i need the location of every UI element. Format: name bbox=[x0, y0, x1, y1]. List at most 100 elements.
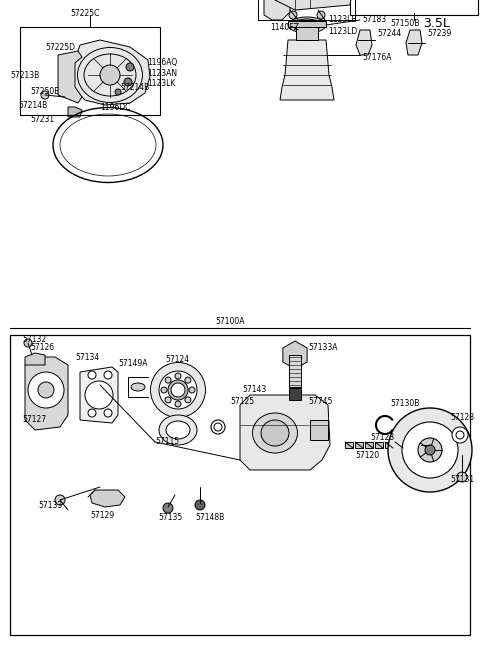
Ellipse shape bbox=[211, 420, 225, 434]
Text: 57213B: 57213B bbox=[10, 71, 39, 79]
Polygon shape bbox=[280, 40, 334, 100]
Text: 57214B: 57214B bbox=[18, 100, 47, 109]
Text: 57132: 57132 bbox=[22, 335, 46, 343]
Bar bbox=[310, 420, 328, 440]
Text: 57183: 57183 bbox=[362, 16, 386, 24]
Polygon shape bbox=[70, 40, 150, 105]
Circle shape bbox=[88, 371, 96, 379]
Circle shape bbox=[289, 11, 297, 19]
Circle shape bbox=[425, 445, 435, 455]
Polygon shape bbox=[385, 442, 393, 448]
Text: 57126: 57126 bbox=[30, 343, 54, 352]
Text: 1123LE: 1123LE bbox=[328, 16, 356, 24]
Text: 57250E: 57250E bbox=[30, 86, 59, 96]
Ellipse shape bbox=[166, 421, 190, 439]
Circle shape bbox=[189, 387, 195, 393]
Bar bbox=[289, 388, 301, 400]
Ellipse shape bbox=[252, 413, 298, 453]
Polygon shape bbox=[406, 30, 422, 55]
Circle shape bbox=[41, 91, 49, 99]
Ellipse shape bbox=[452, 427, 468, 443]
Circle shape bbox=[126, 63, 134, 71]
Text: 57135: 57135 bbox=[158, 512, 182, 521]
Polygon shape bbox=[58, 51, 82, 103]
Circle shape bbox=[214, 423, 222, 431]
Text: 57244: 57244 bbox=[377, 29, 401, 37]
Ellipse shape bbox=[131, 383, 145, 391]
Bar bbox=[289, 355, 301, 387]
Circle shape bbox=[195, 500, 205, 510]
Text: 3.5L: 3.5L bbox=[423, 17, 450, 30]
Text: 57149A: 57149A bbox=[118, 358, 147, 367]
Ellipse shape bbox=[159, 371, 197, 409]
Circle shape bbox=[115, 89, 121, 95]
Circle shape bbox=[88, 409, 96, 417]
Text: 57214B: 57214B bbox=[120, 83, 149, 92]
Text: 57125: 57125 bbox=[230, 398, 254, 407]
Text: 1140FZ: 1140FZ bbox=[270, 22, 299, 31]
Text: 57745: 57745 bbox=[308, 396, 332, 405]
Text: 57124: 57124 bbox=[165, 354, 189, 364]
Polygon shape bbox=[375, 442, 383, 448]
Text: 57120: 57120 bbox=[355, 451, 379, 460]
Circle shape bbox=[104, 371, 112, 379]
Ellipse shape bbox=[151, 362, 205, 417]
Text: 57133A: 57133A bbox=[308, 343, 337, 352]
Bar bbox=[350, 0, 478, 15]
Circle shape bbox=[55, 495, 65, 505]
Circle shape bbox=[165, 397, 171, 403]
Text: 57150B: 57150B bbox=[390, 18, 420, 28]
Circle shape bbox=[100, 65, 120, 85]
Circle shape bbox=[388, 408, 472, 492]
Text: 1196DC: 1196DC bbox=[100, 102, 131, 111]
Circle shape bbox=[85, 381, 113, 409]
Circle shape bbox=[161, 387, 167, 393]
Ellipse shape bbox=[168, 380, 188, 400]
Circle shape bbox=[104, 409, 112, 417]
Text: 1123LK: 1123LK bbox=[147, 79, 175, 88]
Circle shape bbox=[165, 377, 171, 383]
Bar bbox=[296, 25, 318, 40]
Ellipse shape bbox=[261, 420, 289, 446]
Text: 57123: 57123 bbox=[370, 432, 394, 441]
Text: 57130B: 57130B bbox=[390, 398, 420, 407]
Polygon shape bbox=[395, 442, 403, 448]
Text: 57148B: 57148B bbox=[195, 512, 224, 521]
Circle shape bbox=[175, 373, 181, 379]
Circle shape bbox=[317, 11, 325, 19]
Text: 57115: 57115 bbox=[155, 438, 179, 447]
Text: 57134: 57134 bbox=[75, 352, 99, 362]
Circle shape bbox=[28, 372, 64, 408]
Polygon shape bbox=[283, 341, 307, 369]
Text: 1123LD: 1123LD bbox=[328, 28, 357, 37]
Text: 57225C: 57225C bbox=[70, 9, 99, 18]
Bar bbox=[288, 21, 326, 27]
Circle shape bbox=[402, 422, 458, 478]
Text: 57100A: 57100A bbox=[215, 318, 244, 326]
Text: 57128: 57128 bbox=[450, 413, 474, 422]
Text: 57225D: 57225D bbox=[45, 43, 75, 52]
Ellipse shape bbox=[288, 17, 326, 33]
Polygon shape bbox=[356, 30, 372, 55]
Ellipse shape bbox=[159, 415, 197, 445]
Polygon shape bbox=[80, 367, 118, 423]
Circle shape bbox=[38, 382, 54, 398]
Circle shape bbox=[163, 503, 173, 513]
Text: 57239: 57239 bbox=[427, 29, 451, 37]
Text: 57133: 57133 bbox=[38, 500, 62, 510]
Text: 57231: 57231 bbox=[30, 115, 54, 124]
Polygon shape bbox=[68, 107, 82, 117]
Text: 57129: 57129 bbox=[90, 510, 114, 519]
Circle shape bbox=[418, 438, 442, 462]
Circle shape bbox=[185, 377, 191, 383]
Circle shape bbox=[124, 78, 132, 86]
Polygon shape bbox=[90, 490, 125, 507]
Circle shape bbox=[457, 472, 467, 482]
Text: 57127: 57127 bbox=[22, 415, 46, 424]
Bar bbox=[10, 335, 470, 635]
Text: 1123AN: 1123AN bbox=[147, 69, 177, 77]
Polygon shape bbox=[355, 442, 363, 448]
Polygon shape bbox=[264, 0, 290, 20]
Circle shape bbox=[175, 401, 181, 407]
Polygon shape bbox=[345, 442, 353, 448]
